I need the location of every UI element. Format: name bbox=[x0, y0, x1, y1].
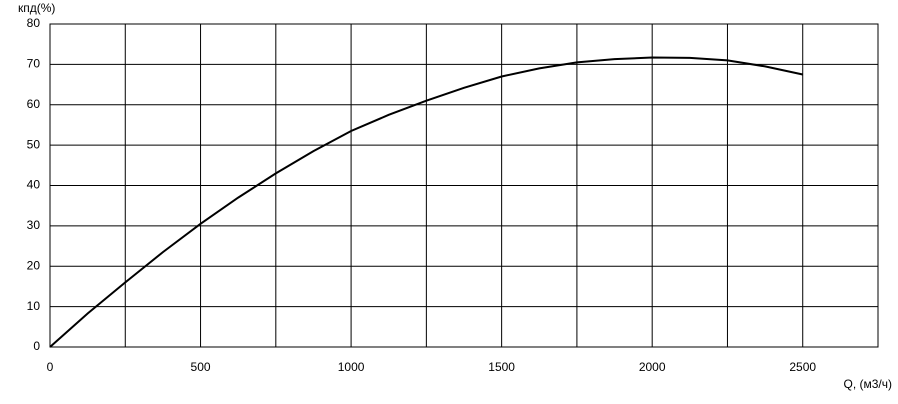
y-tick-label: 20 bbox=[27, 258, 41, 272]
x-axis-label: Q, (м3/ч) bbox=[843, 377, 892, 391]
y-tick-label: 10 bbox=[27, 299, 41, 313]
line bbox=[49, 56, 803, 348]
y-tick-label: 80 bbox=[27, 16, 41, 30]
x-tick-label: 500 bbox=[191, 360, 211, 374]
y-tick-label: 60 bbox=[27, 97, 41, 111]
x-tick-label: 1000 bbox=[338, 360, 365, 374]
x-tick-label: 2500 bbox=[789, 360, 816, 374]
y-tick-label: 50 bbox=[27, 137, 41, 151]
x-tick-label: 2000 bbox=[639, 360, 666, 374]
plot-frame bbox=[49, 23, 879, 348]
x-tick-label: 1500 bbox=[488, 360, 515, 374]
y-tick-label: 0 bbox=[33, 339, 40, 353]
y-tick-label: 70 bbox=[27, 57, 41, 71]
y-tick-label: 40 bbox=[27, 178, 41, 192]
x-tick-label: 0 bbox=[47, 360, 54, 374]
y-axis-label: кпд(%) bbox=[18, 1, 55, 15]
y-tick-label: 30 bbox=[27, 218, 41, 232]
